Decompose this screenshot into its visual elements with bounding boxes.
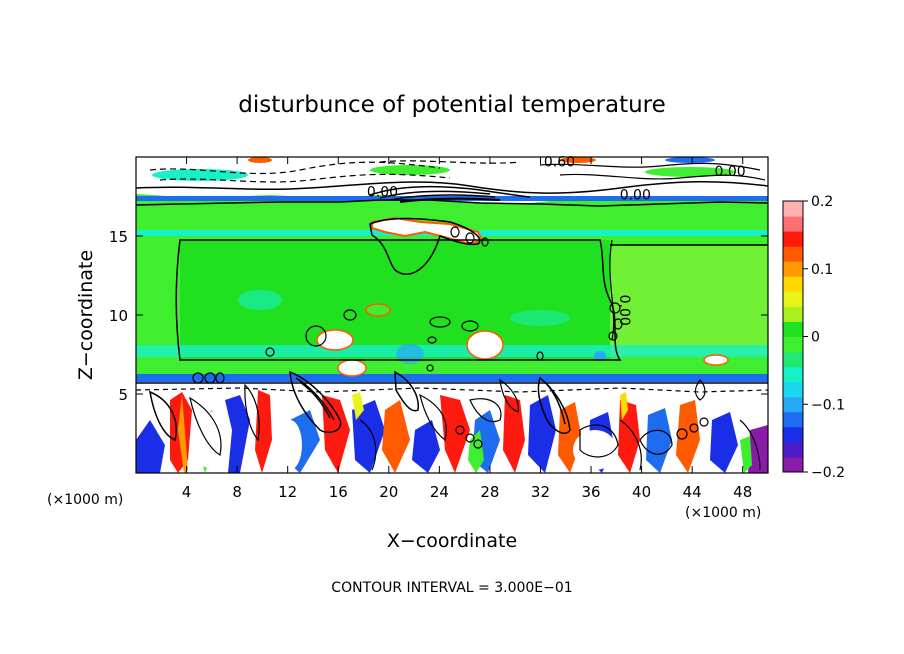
contour-labels: 0.60 0.00 0.00 0.00 0.00 bbox=[367, 154, 746, 325]
field-band-blue bbox=[136, 374, 768, 382]
colorbar: 0.2 0.1 0 −0.1 −0.2 bbox=[782, 194, 845, 481]
field-top-blue bbox=[665, 157, 715, 163]
colorbar-swatch bbox=[783, 291, 803, 307]
x-tick-label: 20 bbox=[379, 483, 398, 501]
x-tick-label: 36 bbox=[581, 483, 600, 501]
field-cloud-blob bbox=[466, 330, 504, 360]
colorbar-swatches bbox=[783, 201, 803, 473]
field-top-green bbox=[370, 165, 450, 175]
x-unit-label: (×1000 m) bbox=[685, 505, 761, 521]
y-tick-label: 15 bbox=[109, 228, 128, 246]
colorbar-tick-labels: 0.2 0.1 0 −0.1 −0.2 bbox=[803, 194, 845, 481]
x-tick-label: 48 bbox=[733, 483, 752, 501]
contour-label: 0.60 bbox=[544, 154, 575, 170]
x-tick-label: 12 bbox=[278, 483, 297, 501]
colorbar-tick-label: 0 bbox=[811, 330, 820, 346]
colorbar-tick-label: 0.2 bbox=[811, 194, 833, 210]
x-tick-label: 44 bbox=[683, 483, 702, 501]
z-unit-label: (×1000 m) bbox=[47, 492, 123, 508]
chart-title: disturbunce of potential temperature bbox=[238, 92, 666, 118]
contour-label: 0.00 bbox=[620, 188, 651, 204]
field-cyan-blob bbox=[238, 290, 282, 310]
field-area bbox=[136, 157, 768, 473]
contour-label: 0.00 bbox=[616, 295, 632, 326]
colorbar-swatch bbox=[783, 276, 803, 292]
colorbar-swatch bbox=[783, 231, 803, 247]
field-cloud-blob bbox=[337, 359, 367, 377]
field-lower-white-patch bbox=[573, 430, 617, 470]
colorbar-swatch bbox=[783, 381, 803, 398]
colorbar-swatch bbox=[783, 456, 803, 473]
colorbar-swatch bbox=[783, 321, 803, 337]
field-top-green bbox=[645, 167, 735, 177]
x-tick-label: 28 bbox=[480, 483, 499, 501]
field-band-lower bbox=[136, 345, 768, 357]
field-right-lightgreen bbox=[610, 245, 768, 355]
contour-label: 0.00 bbox=[714, 164, 745, 180]
x-axis-title: X−coordinate bbox=[387, 530, 517, 552]
x-tick-label: 16 bbox=[329, 483, 348, 501]
x-ticks: 4 8 12 16 20 24 28 32 36 40 44 48 bbox=[182, 157, 752, 501]
colorbar-swatch bbox=[783, 426, 803, 443]
x-tick-label: 32 bbox=[531, 483, 550, 501]
colorbar-tick-label: 0.1 bbox=[811, 262, 833, 278]
colorbar-swatch bbox=[783, 201, 803, 217]
colorbar-tick-label: −0.1 bbox=[811, 397, 845, 413]
contour-label: 0.00 bbox=[367, 185, 398, 201]
field-lower-white-patch bbox=[278, 420, 302, 470]
y-axis-title: Z−coordinate bbox=[75, 250, 97, 380]
field-lower-streaks bbox=[136, 390, 768, 473]
colorbar-swatch bbox=[783, 351, 803, 368]
x-tick-label: 4 bbox=[182, 483, 192, 501]
field-cloud-blob bbox=[365, 303, 391, 317]
field-cloud-blob bbox=[703, 354, 729, 366]
field-top-orange bbox=[248, 157, 272, 163]
field-top-white bbox=[136, 157, 768, 204]
colorbar-swatch bbox=[783, 366, 803, 383]
colorbar-swatch bbox=[783, 216, 803, 232]
colorbar-swatch bbox=[783, 261, 803, 277]
field-cyan-blob bbox=[396, 344, 424, 364]
colorbar-swatch bbox=[783, 306, 803, 322]
y-tick-label: 10 bbox=[109, 307, 128, 325]
x-tick-label: 40 bbox=[632, 483, 651, 501]
colorbar-swatch bbox=[783, 336, 803, 353]
field-cyan-blob bbox=[510, 310, 570, 326]
contour-lines bbox=[136, 160, 768, 471]
field-cloud-blob bbox=[316, 329, 354, 351]
colorbar-swatch bbox=[783, 441, 803, 458]
x-tick-label: 24 bbox=[430, 483, 449, 501]
contour-interval-text: CONTOUR INTERVAL = 3.000E−01 bbox=[331, 580, 572, 596]
colorbar-swatch bbox=[783, 411, 803, 428]
colorbar-swatch bbox=[783, 246, 803, 262]
colorbar-tick-label: −0.2 bbox=[811, 465, 845, 481]
field-top-orange bbox=[560, 157, 596, 163]
colorbar-swatch bbox=[783, 396, 803, 413]
y-ticks: 5 10 15 bbox=[109, 228, 768, 404]
field-cyan-blob bbox=[594, 351, 606, 361]
y-tick-label: 5 bbox=[118, 386, 128, 404]
x-tick-label: 8 bbox=[232, 483, 242, 501]
